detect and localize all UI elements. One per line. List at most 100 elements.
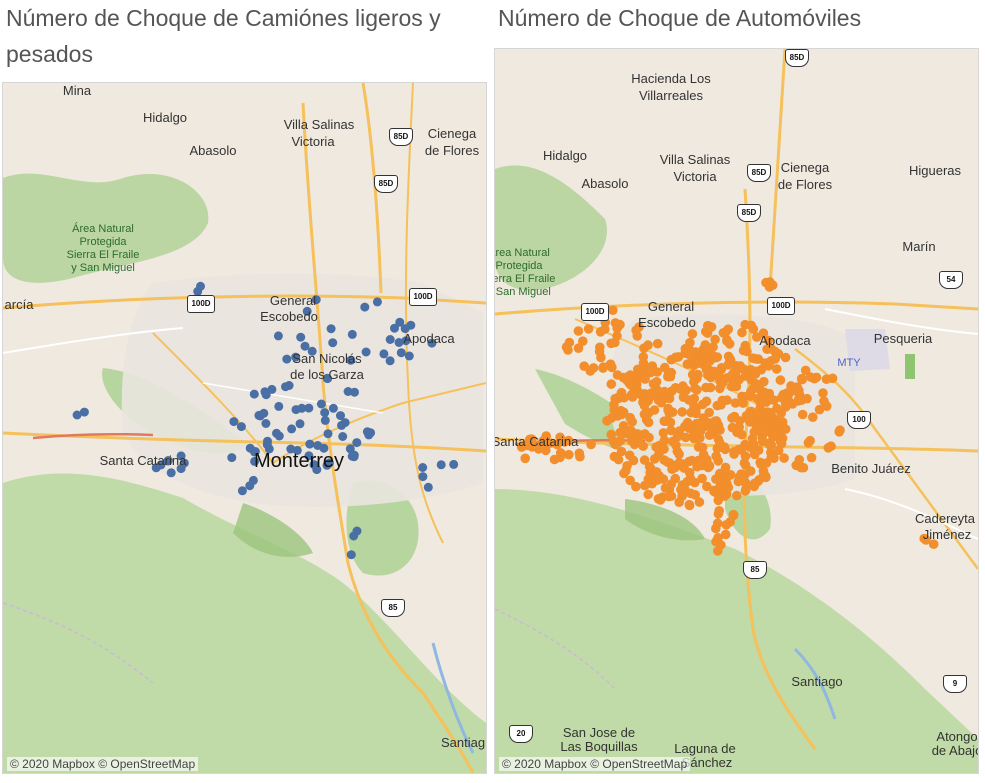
place-label: San Nicolás — [292, 351, 362, 366]
map-trucks[interactable]: Mina Hidalgo Abasolo Villa Salinas Victo… — [2, 82, 487, 774]
crash-point — [755, 457, 765, 468]
crash-point — [612, 323, 622, 334]
crash-point — [659, 386, 670, 397]
place-label: Villa Salinas — [283, 117, 355, 132]
crash-point — [740, 460, 751, 470]
crash-point — [677, 407, 687, 417]
crash-point — [685, 350, 695, 360]
place-label: Santiago — [791, 674, 843, 689]
crash-point — [690, 431, 700, 442]
place-label: Victoria — [291, 134, 335, 149]
crash-point — [800, 365, 811, 376]
crash-point — [727, 422, 738, 433]
crash-point — [806, 452, 817, 463]
crash-point — [651, 467, 662, 477]
crash-point — [780, 398, 791, 409]
crash-point — [640, 480, 650, 491]
crash-point — [691, 418, 702, 429]
crash-point — [690, 477, 700, 488]
place-label: Santa Catarina — [494, 434, 579, 449]
crash-point — [352, 526, 362, 536]
crash-point — [594, 346, 605, 357]
crash-point — [780, 424, 791, 434]
map-attribution[interactable]: © 2020 Mapbox © OpenStreetMap — [7, 757, 199, 771]
crash-point — [326, 324, 336, 334]
crash-point — [249, 389, 259, 399]
crash-point — [347, 329, 357, 339]
crash-point — [296, 332, 306, 342]
crash-point — [400, 324, 410, 334]
crash-point — [573, 326, 584, 336]
crash-point — [796, 395, 807, 406]
crash-point — [797, 409, 808, 420]
crash-point — [711, 474, 721, 484]
map-cars[interactable]: Hacienda Los Villarreales Hidalgo Abasol… — [494, 48, 979, 774]
crash-point — [585, 366, 596, 376]
crash-point — [631, 481, 641, 492]
crash-point — [652, 475, 662, 485]
crash-point — [713, 495, 724, 506]
highway-shield-20: 20 — [509, 725, 533, 743]
crash-point — [263, 436, 272, 446]
crash-point — [692, 385, 702, 395]
truck-crash-points — [72, 281, 459, 560]
place-label: Abasolo — [189, 143, 237, 158]
place-label: Villarreales — [638, 88, 704, 103]
place-label: Cadereyta — [915, 511, 975, 526]
crash-point — [763, 335, 774, 346]
place-label: Apodaca — [759, 333, 811, 348]
crash-point — [338, 432, 348, 441]
place-label: Atongo — [936, 729, 978, 744]
park-area — [233, 503, 313, 557]
crash-point — [613, 454, 624, 465]
crash-point — [752, 332, 762, 342]
park-area — [495, 165, 607, 291]
crash-point — [245, 481, 255, 491]
car-crash-points — [516, 277, 939, 556]
crash-point — [722, 469, 733, 480]
crash-point — [385, 335, 395, 344]
crash-point — [302, 306, 312, 316]
crash-point — [771, 364, 782, 374]
highway-shield-85d: 85D — [389, 128, 413, 146]
map-cars-canvas[interactable] — [495, 49, 978, 773]
crash-point — [555, 452, 565, 463]
highway-shield-100d: 100D — [409, 288, 437, 306]
crash-point — [625, 430, 635, 441]
crash-point — [281, 382, 290, 392]
crash-point — [814, 404, 825, 415]
crash-point — [796, 462, 806, 473]
highway-shield-100d: 100D — [187, 295, 215, 313]
crash-point — [610, 439, 621, 450]
place-label: Mina — [62, 83, 92, 98]
crash-point — [608, 305, 618, 316]
crash-point — [304, 403, 314, 413]
crash-point — [372, 297, 382, 307]
crash-point — [273, 331, 283, 341]
place-label: General — [647, 299, 695, 314]
crash-point — [760, 421, 771, 432]
crash-point — [343, 387, 353, 396]
crash-point — [721, 520, 732, 530]
crash-point — [702, 325, 713, 335]
crash-point — [346, 355, 356, 365]
crash-point — [710, 334, 720, 345]
crash-point — [770, 354, 780, 364]
map-attribution[interactable]: © 2020 Mapbox © OpenStreetMap — [499, 757, 691, 771]
crash-point — [385, 356, 395, 366]
crash-point — [260, 387, 270, 397]
crash-point — [704, 430, 715, 441]
crash-point — [291, 352, 301, 362]
crash-point — [645, 366, 655, 376]
place-label: Abasolo — [581, 176, 629, 191]
crash-point — [573, 343, 584, 354]
crash-point — [361, 347, 371, 357]
crash-point — [578, 336, 588, 347]
terrain-layer — [495, 165, 978, 773]
crash-point — [769, 431, 779, 442]
place-label: Hacienda Los — [631, 71, 711, 86]
protected-area-label: Protegida — [79, 236, 127, 248]
map-trucks-canvas[interactable] — [3, 83, 486, 773]
crash-point — [396, 348, 406, 358]
place-label: arcía — [4, 297, 34, 312]
